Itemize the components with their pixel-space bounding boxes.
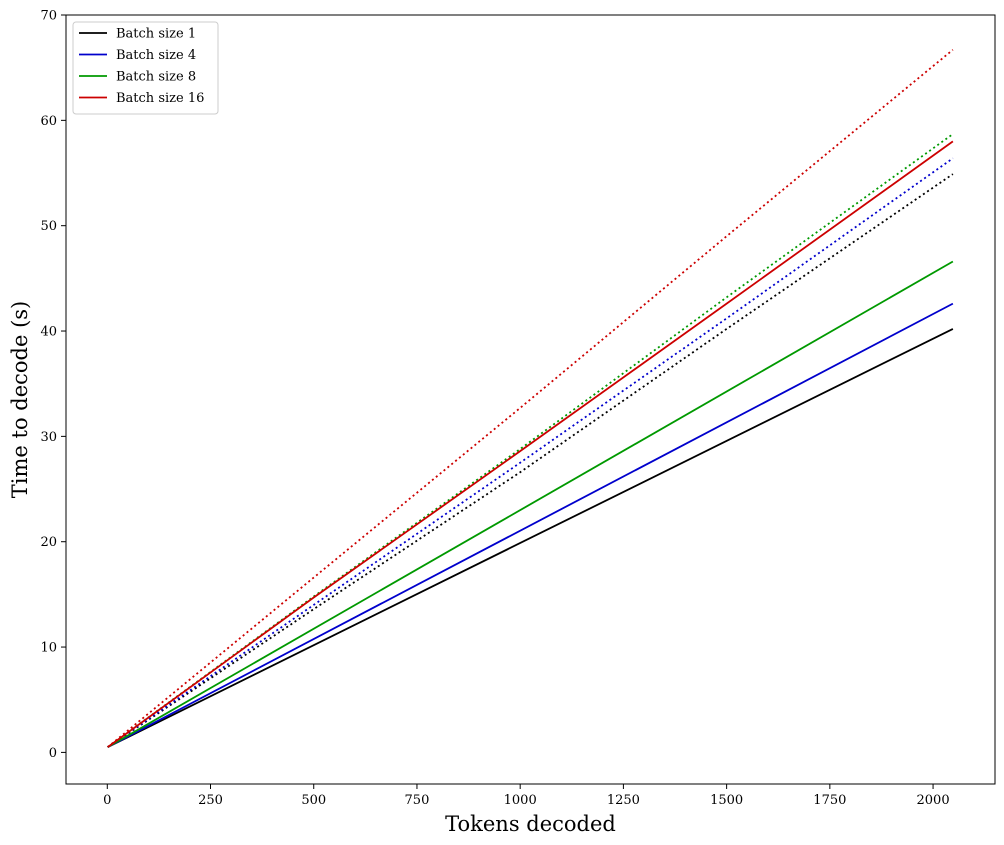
x-tick-label: 250 [198,793,223,808]
series-line-3 [107,260,954,748]
x-axis-title: Tokens decoded [445,812,616,836]
legend-label: Batch size 16 [116,91,204,106]
series-line-8-dotted [107,49,954,748]
series-line-2 [107,302,954,748]
y-tick-label: 0 [49,746,57,761]
x-tick-label: 1000 [504,793,537,808]
y-tick-label: 60 [40,114,57,129]
y-axis-title: Time to decode (s) [8,301,32,498]
legend: Batch size 1 Batch size 4 Batch size 8 Batc… [72,21,219,115]
legend-label: Batch size 8 [116,70,196,85]
plot-lines [107,49,954,748]
y-tick-label: 40 [40,325,57,340]
x-tick-label: 2000 [917,793,950,808]
x-tick-label: 1750 [813,793,846,808]
x-axis-ticks: 0 250 500 750 1000 1250 1500 1750 2000 [103,784,950,808]
series-line-6-dotted [107,157,954,748]
x-tick-label: 1250 [607,793,640,808]
series-line-1 [107,328,954,748]
x-tick-label: 1500 [710,793,743,808]
y-axis-ticks: 0 10 20 30 40 50 60 70 [40,9,66,761]
series-line-5-dotted [107,173,954,748]
y-tick-label: 30 [40,430,57,445]
x-tick-label: 0 [103,793,111,808]
series-line-4 [107,140,954,748]
x-tick-label: 750 [405,793,430,808]
y-tick-label: 50 [40,219,57,234]
y-tick-label: 20 [40,535,57,550]
y-tick-label: 70 [40,9,57,24]
plot-frame [65,14,996,785]
y-tick-label: 10 [40,641,57,656]
x-tick-label: 500 [301,793,326,808]
legend-label: Batch size 4 [116,48,196,63]
legend-label: Batch size 1 [116,27,196,42]
legend-box [72,21,219,115]
